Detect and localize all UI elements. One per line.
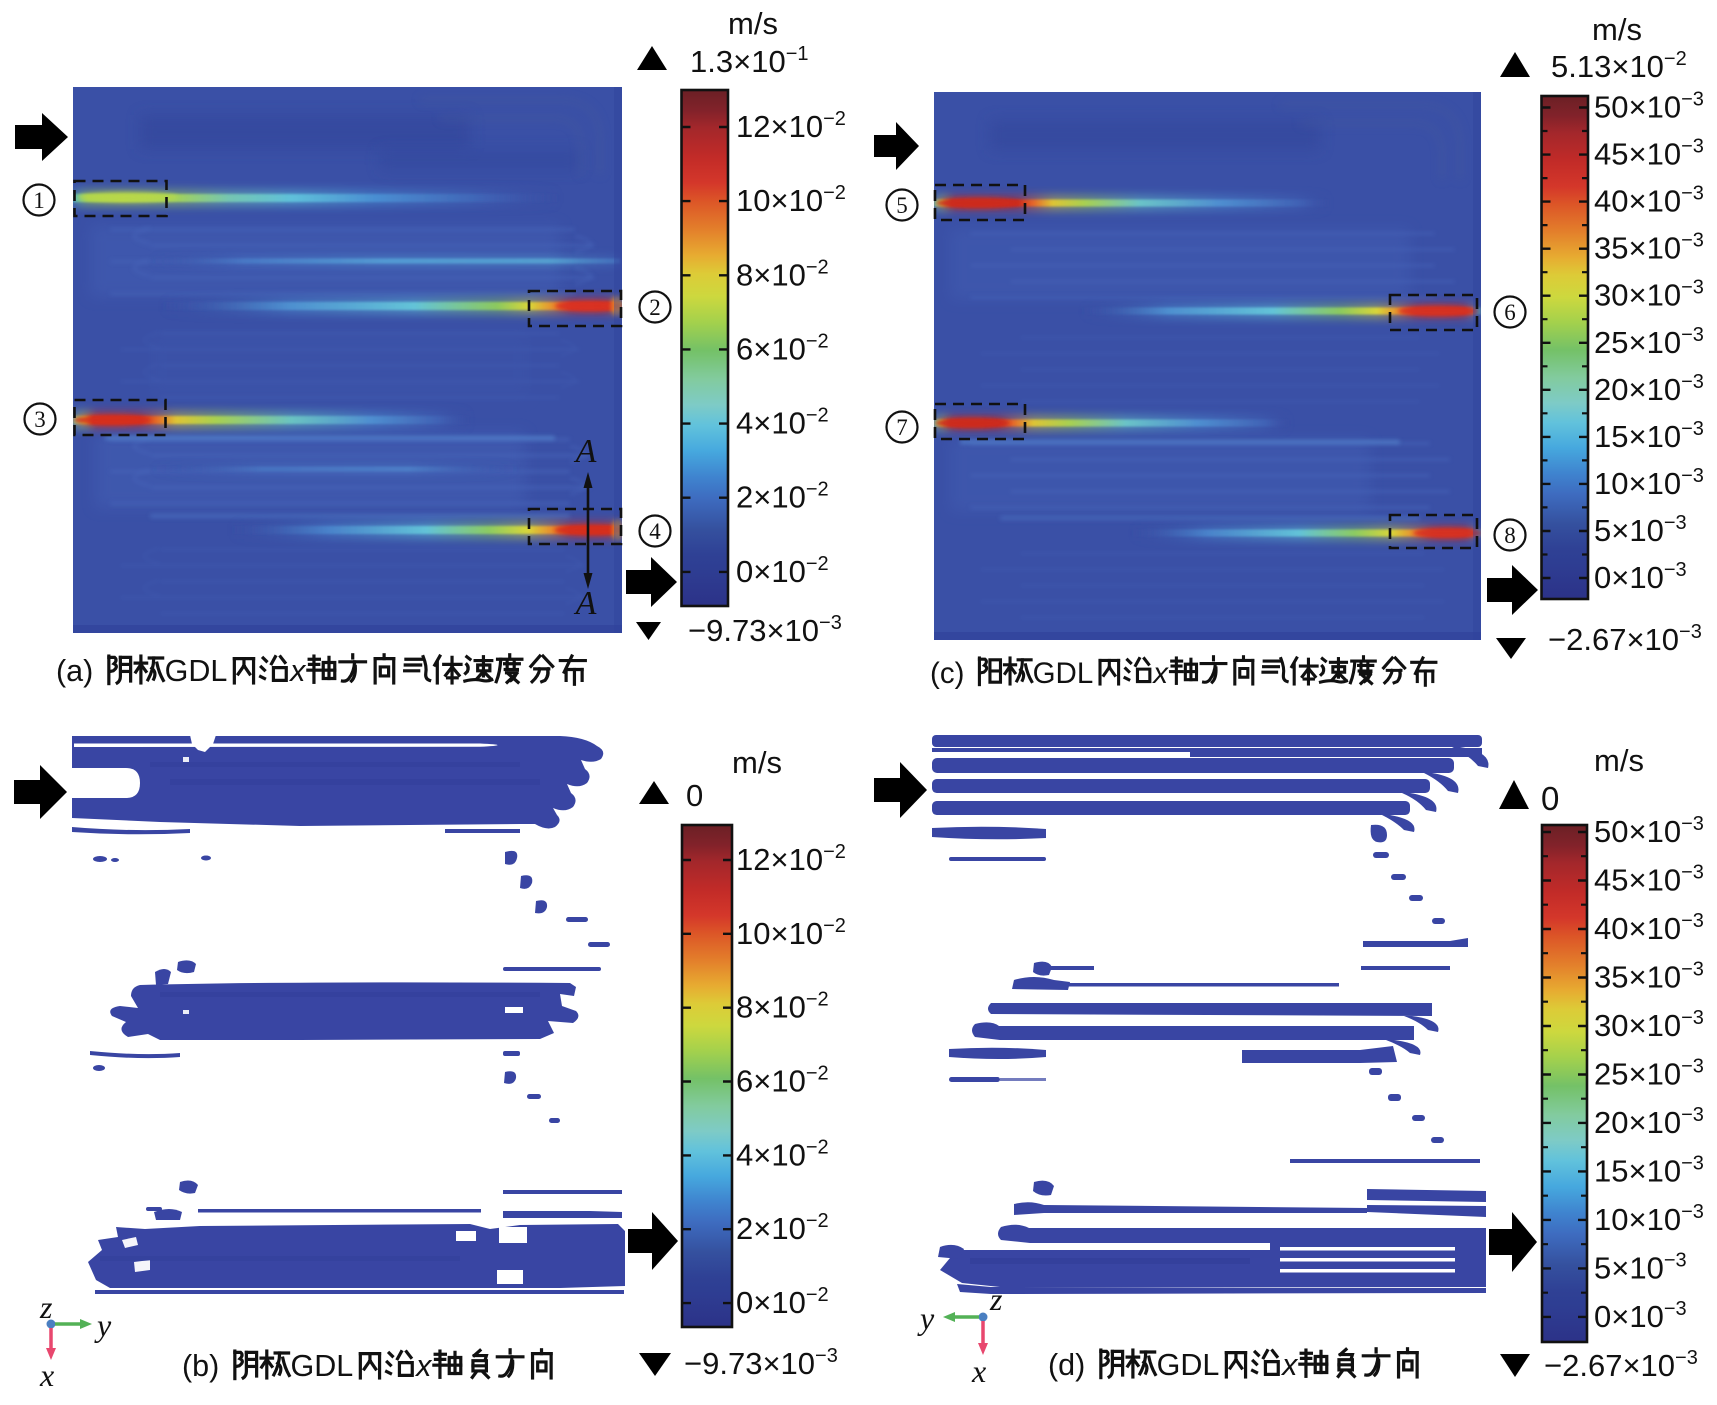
svg-text:1: 1: [33, 188, 45, 213]
svg-text:m/s: m/s: [1594, 743, 1644, 778]
svg-text:4: 4: [649, 519, 661, 544]
svg-text:GDL: GDL: [1157, 1348, 1220, 1382]
svg-text:m/s: m/s: [1592, 12, 1642, 47]
svg-text:12×10−2: 12×10−2: [736, 108, 846, 144]
svg-text:35×10−3: 35×10−3: [1594, 230, 1704, 266]
svg-text:45×10−3: 45×10−3: [1594, 136, 1704, 172]
svg-text:−9.73×10−3: −9.73×10−3: [688, 612, 842, 648]
svg-text:10×10−3: 10×10−3: [1594, 465, 1704, 501]
svg-text:GDL: GDL: [1033, 657, 1094, 690]
svg-text:6: 6: [1504, 300, 1516, 325]
svg-text:x: x: [1280, 1348, 1299, 1382]
svg-text:30×10−3: 30×10−3: [1594, 1007, 1704, 1043]
svg-text:0: 0: [686, 778, 703, 813]
svg-text:−2.67×10−3: −2.67×10−3: [1544, 1347, 1698, 1383]
svg-text:A: A: [574, 433, 597, 470]
svg-text:0×10−3: 0×10−3: [1594, 559, 1687, 595]
svg-text:6×10−2: 6×10−2: [736, 1063, 829, 1099]
svg-text:x: x: [971, 1353, 986, 1389]
svg-text:8: 8: [1504, 523, 1516, 548]
svg-text:x: x: [288, 654, 307, 688]
svg-text:5.13×10−2: 5.13×10−2: [1551, 48, 1687, 84]
svg-text:2×10−2: 2×10−2: [736, 479, 829, 515]
svg-text:8×10−2: 8×10−2: [736, 989, 829, 1025]
svg-text:12×10−2: 12×10−2: [736, 841, 846, 877]
svg-text:40×10−3: 40×10−3: [1594, 910, 1704, 946]
svg-text:15×10−3: 15×10−3: [1594, 1152, 1704, 1188]
svg-text:6×10−2: 6×10−2: [736, 330, 829, 366]
svg-text:50×10−3: 50×10−3: [1594, 89, 1704, 125]
svg-text:(d): (d): [1048, 1348, 1085, 1382]
svg-text:35×10−3: 35×10−3: [1594, 958, 1704, 994]
svg-text:7: 7: [896, 415, 908, 440]
svg-text:5: 5: [896, 193, 908, 218]
svg-text:GDL: GDL: [165, 654, 228, 688]
svg-text:15×10−3: 15×10−3: [1594, 418, 1704, 454]
svg-text:m/s: m/s: [732, 745, 782, 780]
svg-text:10×10−3: 10×10−3: [1594, 1201, 1704, 1237]
svg-text:A: A: [574, 585, 597, 622]
svg-text:50×10−3: 50×10−3: [1594, 813, 1704, 849]
svg-text:(c): (c): [930, 657, 964, 690]
svg-text:x: x: [39, 1357, 54, 1393]
svg-text:20×10−3: 20×10−3: [1594, 1104, 1704, 1140]
svg-text:3: 3: [34, 407, 46, 432]
svg-text:45×10−3: 45×10−3: [1594, 861, 1704, 897]
svg-text:0×10−3: 0×10−3: [1594, 1298, 1687, 1334]
svg-text:−2.67×10−3: −2.67×10−3: [1548, 621, 1702, 657]
svg-text:0×10−2: 0×10−2: [736, 1284, 829, 1320]
svg-text:2×10−2: 2×10−2: [736, 1210, 829, 1246]
svg-text:5×10−3: 5×10−3: [1594, 512, 1687, 548]
svg-text:1.3×10−1: 1.3×10−1: [690, 43, 809, 79]
svg-text:30×10−3: 30×10−3: [1594, 277, 1704, 313]
svg-text:25×10−3: 25×10−3: [1594, 1055, 1704, 1091]
svg-text:10×10−2: 10×10−2: [736, 182, 846, 218]
svg-text:4×10−2: 4×10−2: [736, 1136, 829, 1172]
svg-text:(b): (b): [182, 1349, 219, 1383]
svg-text:20×10−3: 20×10−3: [1594, 371, 1704, 407]
svg-text:25×10−3: 25×10−3: [1594, 324, 1704, 360]
svg-text:GDL: GDL: [291, 1349, 354, 1383]
svg-text:0: 0: [1541, 780, 1559, 817]
svg-text:z: z: [989, 1281, 1003, 1317]
svg-text:m/s: m/s: [728, 6, 778, 41]
svg-text:40×10−3: 40×10−3: [1594, 183, 1704, 219]
svg-text:8×10−2: 8×10−2: [736, 256, 829, 292]
svg-text:x: x: [414, 1349, 433, 1383]
svg-text:4×10−2: 4×10−2: [736, 405, 829, 441]
svg-text:−9.73×10−3: −9.73×10−3: [684, 1345, 838, 1381]
svg-text:y: y: [917, 1300, 935, 1336]
svg-text:(a): (a): [56, 654, 93, 688]
svg-text:5×10−3: 5×10−3: [1594, 1249, 1687, 1285]
svg-text:z: z: [39, 1289, 53, 1325]
svg-text:2: 2: [649, 295, 661, 320]
svg-text:y: y: [94, 1307, 112, 1343]
svg-text:10×10−2: 10×10−2: [736, 915, 846, 951]
svg-text:x: x: [1151, 657, 1169, 690]
svg-text:0×10−2: 0×10−2: [736, 553, 829, 589]
